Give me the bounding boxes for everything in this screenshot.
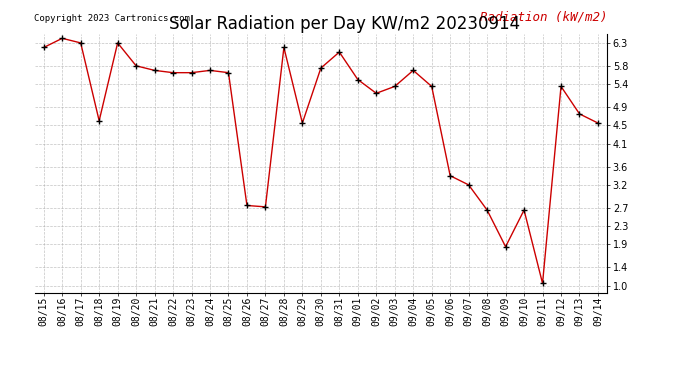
Text: Radiation (kW/m2): Radiation (kW/m2): [480, 10, 607, 23]
Text: Solar Radiation per Day KW/m2 20230914: Solar Radiation per Day KW/m2 20230914: [170, 15, 520, 33]
Text: Copyright 2023 Cartronics.com: Copyright 2023 Cartronics.com: [34, 14, 190, 23]
